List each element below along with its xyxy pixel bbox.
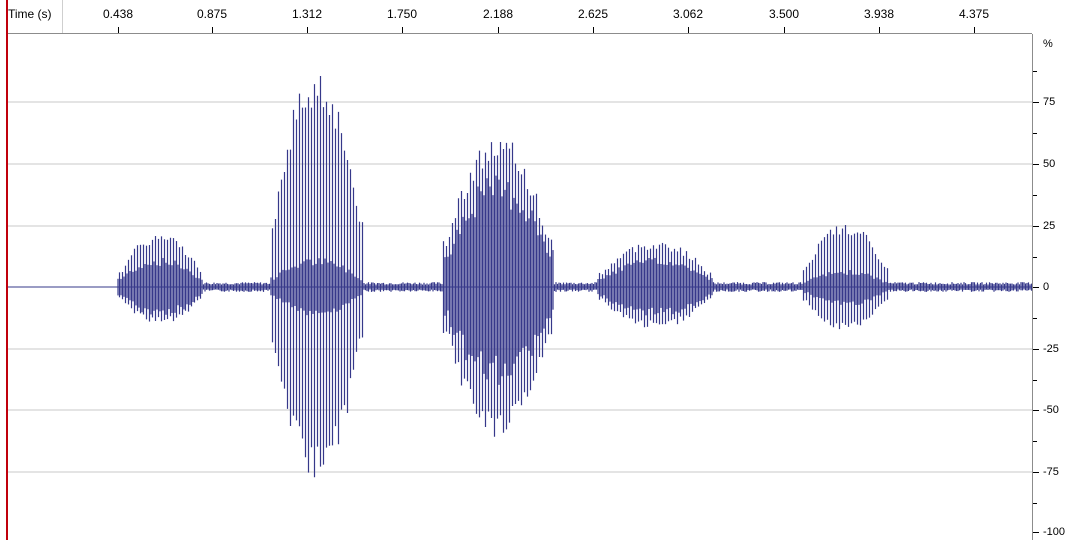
amplitude-minor-tick xyxy=(1033,133,1037,134)
amplitude-minor-tick xyxy=(1033,195,1037,196)
amplitude-tick-label: -75 xyxy=(1043,466,1059,478)
amplitude-minor-tick xyxy=(1033,503,1037,504)
amplitude-tick-label: -25 xyxy=(1043,343,1059,355)
time-tick-label: 3.938 xyxy=(863,7,895,21)
amplitude-ruler[interactable]: % 75 50 25 0 -25 -50 -75 -100 xyxy=(1032,34,1084,540)
time-tick-mark xyxy=(498,27,499,33)
time-tick-label: 2.188 xyxy=(482,7,514,21)
amplitude-tick-label: -100 xyxy=(1043,526,1066,538)
amplitude-tick-mark xyxy=(1033,102,1039,103)
amplitude-tick-label: 0 xyxy=(1043,281,1050,293)
time-tick-label: 3.500 xyxy=(768,7,800,21)
amplitude-tick-mark xyxy=(1033,164,1039,165)
amplitude-minor-tick xyxy=(1033,318,1037,319)
time-tick-label: 1.750 xyxy=(386,7,418,21)
amplitude-tick-mark xyxy=(1033,532,1039,533)
time-tick-mark xyxy=(688,27,689,33)
amplitude-tick-label: -50 xyxy=(1043,404,1059,416)
amplitude-unit-label: % xyxy=(1043,38,1053,50)
waveform-canvas[interactable] xyxy=(8,34,1033,540)
time-tick-mark xyxy=(212,27,213,33)
time-tick-mark xyxy=(402,27,403,33)
amplitude-minor-tick xyxy=(1033,257,1037,258)
amplitude-minor-tick xyxy=(1033,441,1037,442)
amplitude-tick-label: 75 xyxy=(1043,96,1056,108)
amplitude-tick-mark xyxy=(1033,349,1039,350)
time-tick-label: 0.438 xyxy=(102,7,134,21)
amplitude-minor-tick xyxy=(1033,71,1037,72)
time-tick-mark xyxy=(784,27,785,33)
amplitude-minor-tick xyxy=(1033,380,1037,381)
time-tick-mark xyxy=(974,27,975,33)
time-ruler[interactable]: Time (s) 0.438 0.875 1.312 1.750 2.188 2… xyxy=(6,0,1032,34)
time-tick-mark xyxy=(879,27,880,33)
amplitude-tick-label: 25 xyxy=(1043,220,1056,232)
time-ruler-label: Time (s) xyxy=(8,7,52,21)
amplitude-tick-label: 50 xyxy=(1043,158,1056,170)
time-tick-label: 2.625 xyxy=(577,7,609,21)
amplitude-tick-mark xyxy=(1033,287,1039,288)
time-tick-mark xyxy=(118,27,119,33)
waveform-track[interactable] xyxy=(8,34,1033,540)
time-ruler-divider xyxy=(62,0,63,33)
amplitude-tick-mark xyxy=(1033,472,1039,473)
time-tick-label: 1.312 xyxy=(291,7,323,21)
time-tick-mark xyxy=(307,27,308,33)
time-tick-label: 3.062 xyxy=(672,7,704,21)
amplitude-tick-mark xyxy=(1033,226,1039,227)
time-tick-label: 0.875 xyxy=(196,7,228,21)
playhead-cursor[interactable] xyxy=(6,0,8,540)
time-tick-label: 4.375 xyxy=(958,7,990,21)
amplitude-tick-mark xyxy=(1033,410,1039,411)
time-tick-mark xyxy=(593,27,594,33)
